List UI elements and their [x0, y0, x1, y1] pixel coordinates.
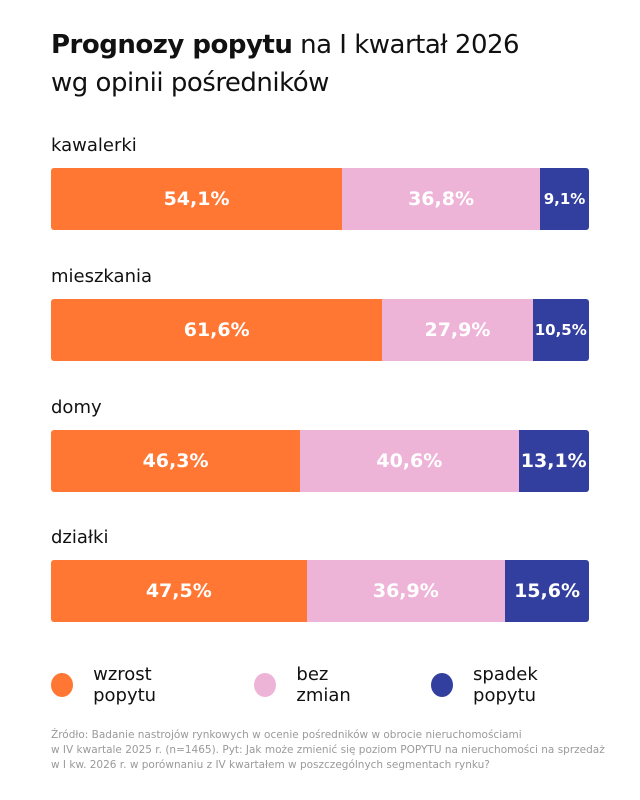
data-label: 13,1%	[520, 450, 587, 472]
data-label: 9,1%	[543, 190, 586, 208]
legend-item: spadek popytu	[430, 664, 596, 706]
data-label: 46,3%	[142, 450, 209, 472]
category-label: działki	[51, 527, 109, 548]
bar-segment-1: 40,6%	[300, 430, 519, 492]
legend-swatch	[430, 673, 454, 697]
bar-segment-1: 27,9%	[382, 299, 533, 361]
bar-segment-2: 13,1%	[518, 430, 589, 492]
stacked-bar: 61,6% 27,9% 10,5%	[51, 299, 589, 361]
legend-swatch	[51, 673, 74, 697]
stacked-bar: 47,5% 36,9% 15,6%	[51, 560, 589, 622]
data-label: 15,6%	[514, 580, 580, 602]
legend: wzrost popytu bez zmian spadek popytu	[51, 664, 640, 706]
legend-label: spadek popytu	[473, 664, 538, 706]
legend-item: bez zmian	[254, 664, 381, 706]
legend-label: wzrost popytu	[93, 664, 157, 706]
bar-segment-0: 54,1%	[51, 168, 343, 230]
source-line: w I kw. 2026 r. w porównaniu z IV kwarta…	[51, 759, 490, 771]
source-line: Źródło: Badanie nastrojów rynkowych w oc…	[51, 729, 522, 741]
bar-segment-2: 9,1%	[540, 168, 589, 230]
title-bold: Prognozy popytu	[51, 30, 293, 60]
stacked-bar: 46,3% 40,6% 13,1%	[51, 430, 589, 492]
source-note: Źródło: Badanie nastrojów rynkowych w oc…	[51, 728, 611, 773]
data-label: 40,6%	[376, 450, 443, 472]
stacked-bar: 54,1% 36,8% 9,1%	[51, 168, 589, 230]
data-label: 61,6%	[183, 319, 250, 341]
subtitle: wg opinii pośredników	[51, 68, 329, 98]
bar-segment-2: 10,5%	[532, 299, 589, 361]
data-label: 10,5%	[534, 321, 587, 339]
data-label: 36,8%	[408, 188, 474, 210]
bar-segment-0: 47,5%	[51, 560, 307, 622]
data-label: 27,9%	[424, 319, 491, 341]
data-label: 36,9%	[372, 580, 439, 602]
bar-segment-1: 36,8%	[342, 168, 541, 230]
category-label: mieszkania	[51, 266, 153, 287]
legend-swatch	[254, 673, 277, 697]
data-label: 47,5%	[145, 580, 212, 602]
bar-segment-1: 36,9%	[306, 560, 506, 622]
data-label: 54,1%	[163, 188, 230, 210]
bar-segment-0: 46,3%	[51, 430, 301, 492]
chart-title: Prognozy popytu na I kwartał 2026 wg opin…	[51, 26, 520, 102]
bar-segment-2: 15,6%	[505, 560, 589, 622]
bar-segment-0: 61,6%	[51, 299, 383, 361]
source-line: w IV kwartale 2025 r. (n=1465). Pyt: Jak…	[51, 744, 605, 756]
legend-item: wzrost popytu	[51, 664, 210, 706]
category-label: domy	[51, 397, 102, 418]
title-rest: na I kwartał 2026	[300, 30, 520, 60]
legend-label: bez zmian	[296, 664, 351, 706]
category-label: kawalerki	[51, 135, 137, 156]
